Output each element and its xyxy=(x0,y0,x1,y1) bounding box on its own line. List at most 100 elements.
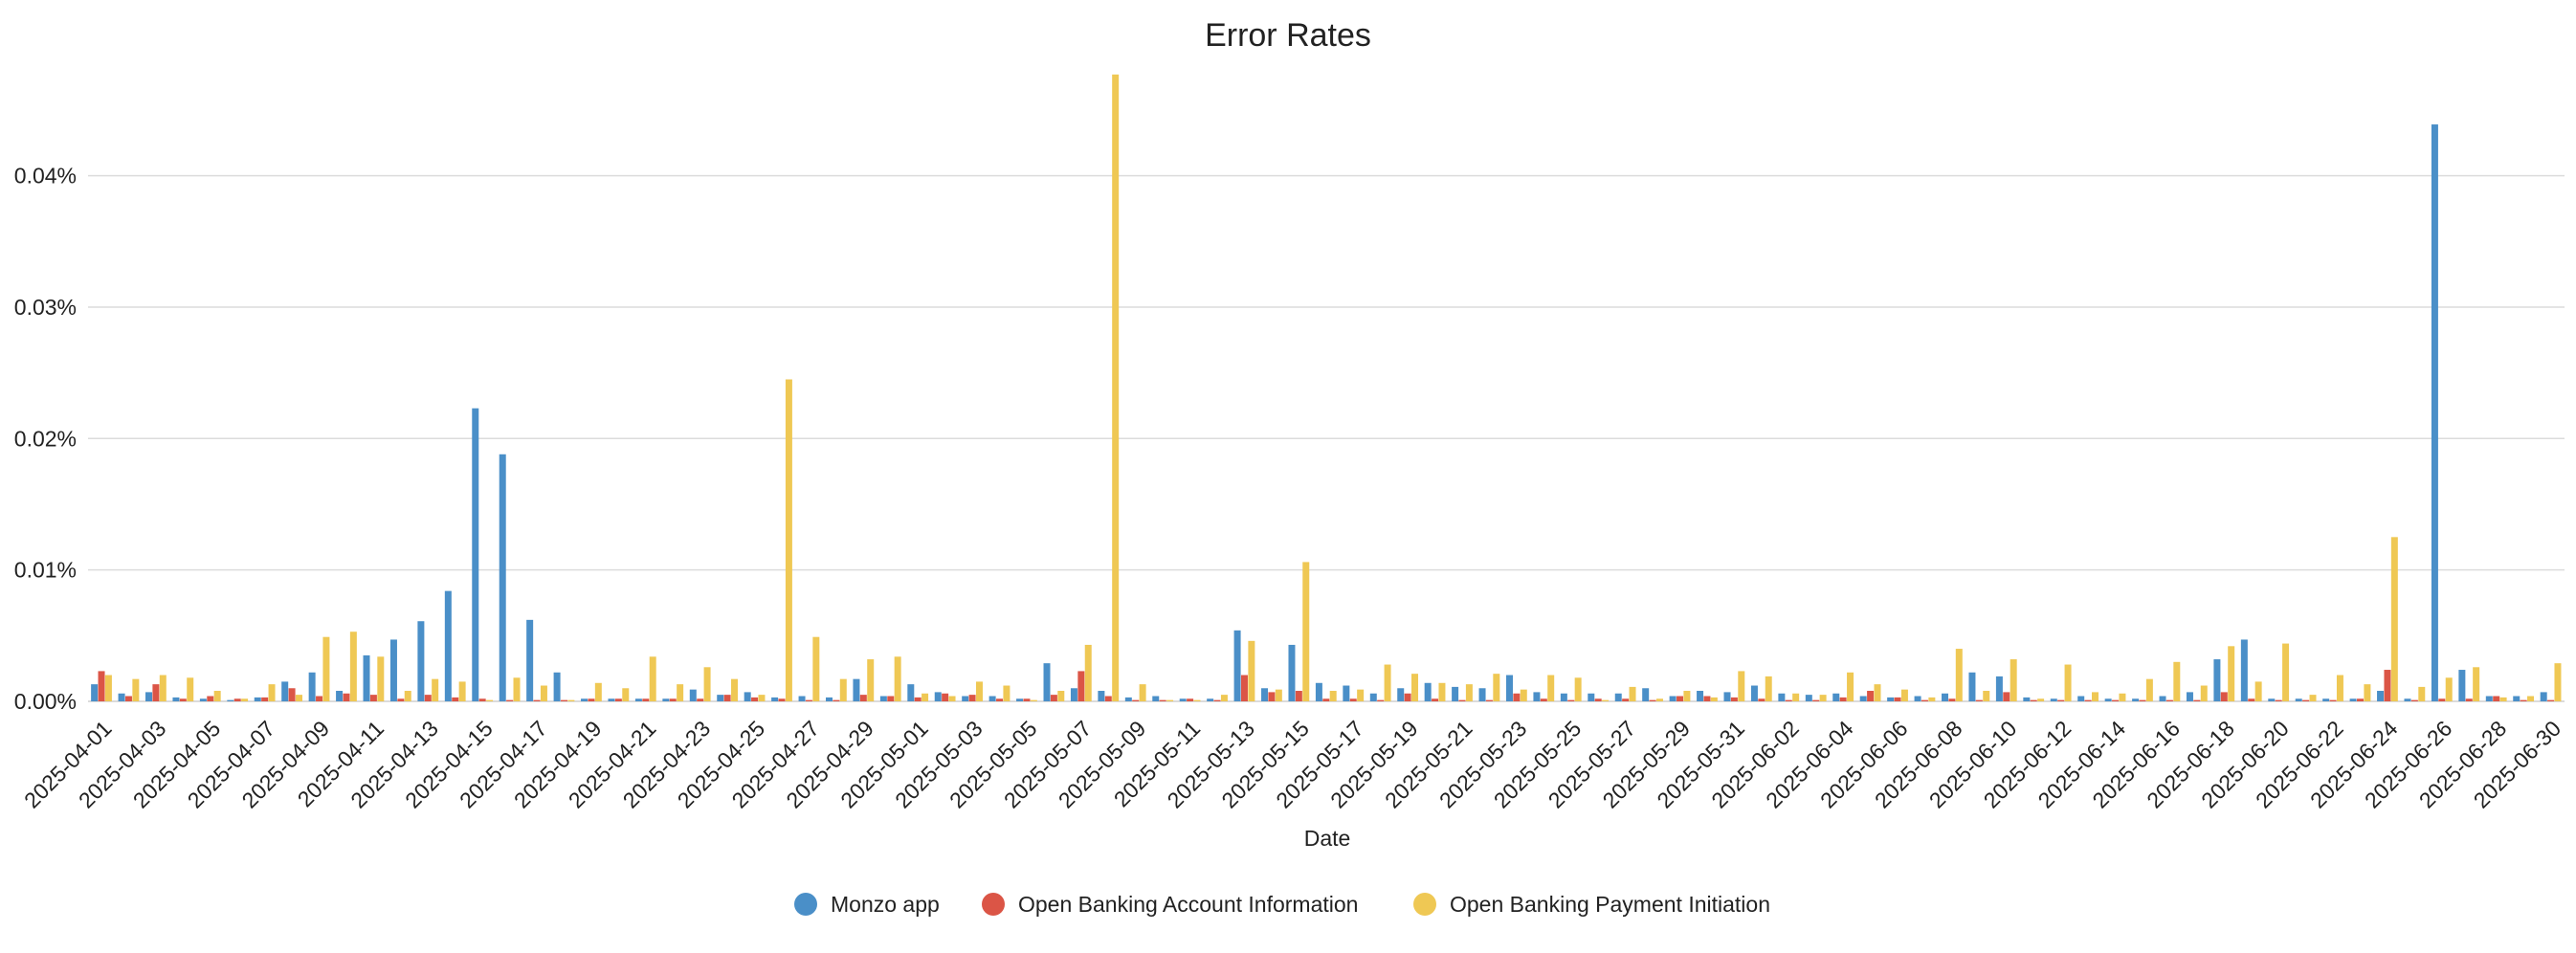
bar xyxy=(513,677,521,701)
bar xyxy=(1302,562,1310,701)
bar xyxy=(785,379,792,701)
bar xyxy=(377,656,385,701)
bar xyxy=(1404,693,1411,701)
bar xyxy=(1057,691,1065,701)
bar xyxy=(98,671,105,701)
bar xyxy=(2364,684,2371,701)
bar xyxy=(506,699,514,701)
bar xyxy=(2240,639,2248,701)
bar xyxy=(2485,696,2493,701)
bar xyxy=(199,698,207,701)
bar xyxy=(1900,689,1908,701)
bar xyxy=(1723,692,1731,701)
bar xyxy=(2159,696,2166,701)
bar xyxy=(145,692,152,701)
bar xyxy=(2499,697,2507,701)
bar xyxy=(1588,693,1595,701)
bar xyxy=(942,693,949,701)
bar xyxy=(2037,698,2045,701)
y-tick-label: 0.01% xyxy=(14,558,77,583)
bar xyxy=(1179,698,1187,701)
bar xyxy=(1124,697,1132,701)
bar xyxy=(1329,691,1337,701)
bar xyxy=(1602,699,1610,701)
bar xyxy=(1030,699,1037,701)
bar xyxy=(634,698,642,701)
bar xyxy=(1785,699,1792,701)
bar xyxy=(744,692,751,701)
bar xyxy=(703,667,711,701)
bar xyxy=(1166,699,1174,701)
bar xyxy=(2023,697,2031,701)
bar xyxy=(227,699,234,701)
bar xyxy=(1050,695,1057,701)
bar xyxy=(1369,693,1377,701)
bar xyxy=(308,672,316,701)
bar xyxy=(424,695,432,701)
bar xyxy=(2473,667,2480,701)
bar xyxy=(1520,689,1527,701)
bar xyxy=(1839,697,1847,701)
bar xyxy=(1887,697,1895,701)
bar xyxy=(887,696,895,701)
bar xyxy=(369,695,377,701)
bar xyxy=(934,692,942,701)
bar xyxy=(1043,663,1051,701)
bar xyxy=(1874,684,1881,701)
bar xyxy=(907,684,915,701)
bar xyxy=(2275,699,2282,701)
bar xyxy=(2132,698,2140,701)
bar xyxy=(1819,695,1827,701)
bar xyxy=(778,698,786,701)
bar xyxy=(2220,692,2228,701)
bar xyxy=(2527,696,2535,701)
bar xyxy=(2329,699,2337,701)
bar xyxy=(1649,699,1656,701)
bar xyxy=(826,697,833,701)
bar xyxy=(179,698,187,701)
bar xyxy=(1139,684,1146,701)
bar xyxy=(2092,692,2099,701)
bar xyxy=(1084,644,1092,701)
bar xyxy=(1493,674,1500,701)
bar xyxy=(805,699,812,701)
bar xyxy=(533,699,541,701)
bar xyxy=(1859,696,1867,701)
bar xyxy=(2540,692,2547,701)
bar xyxy=(207,696,214,701)
bar xyxy=(1750,685,1758,701)
bar xyxy=(1778,693,1786,701)
bar xyxy=(1261,688,1269,701)
bar xyxy=(1622,698,1630,701)
bar xyxy=(2030,699,2037,701)
bar xyxy=(261,697,269,701)
bar xyxy=(853,678,860,701)
bar xyxy=(322,636,330,701)
bar xyxy=(2145,678,2153,701)
bar xyxy=(2349,698,2357,701)
bar xyxy=(1187,698,1194,701)
bar xyxy=(1697,691,1704,701)
bar xyxy=(295,695,302,701)
bar xyxy=(478,698,486,701)
bar xyxy=(1921,699,1928,701)
bar xyxy=(1268,692,1276,701)
legend-swatch xyxy=(1413,893,1436,916)
bar xyxy=(118,693,125,701)
bar xyxy=(812,636,820,701)
bar xyxy=(2322,698,2330,701)
bar xyxy=(486,699,494,701)
bar xyxy=(608,698,615,701)
bar xyxy=(2295,698,2302,701)
legend-item: Open Banking Account Information xyxy=(982,892,1358,917)
bar xyxy=(444,590,452,701)
bar xyxy=(1411,674,1419,701)
bar xyxy=(2139,699,2146,701)
bar xyxy=(1112,74,1120,702)
bar xyxy=(2445,677,2453,701)
legend-label: Monzo app xyxy=(831,892,940,917)
bar xyxy=(1540,698,1547,701)
bar xyxy=(689,689,697,701)
bar xyxy=(1207,698,1214,701)
